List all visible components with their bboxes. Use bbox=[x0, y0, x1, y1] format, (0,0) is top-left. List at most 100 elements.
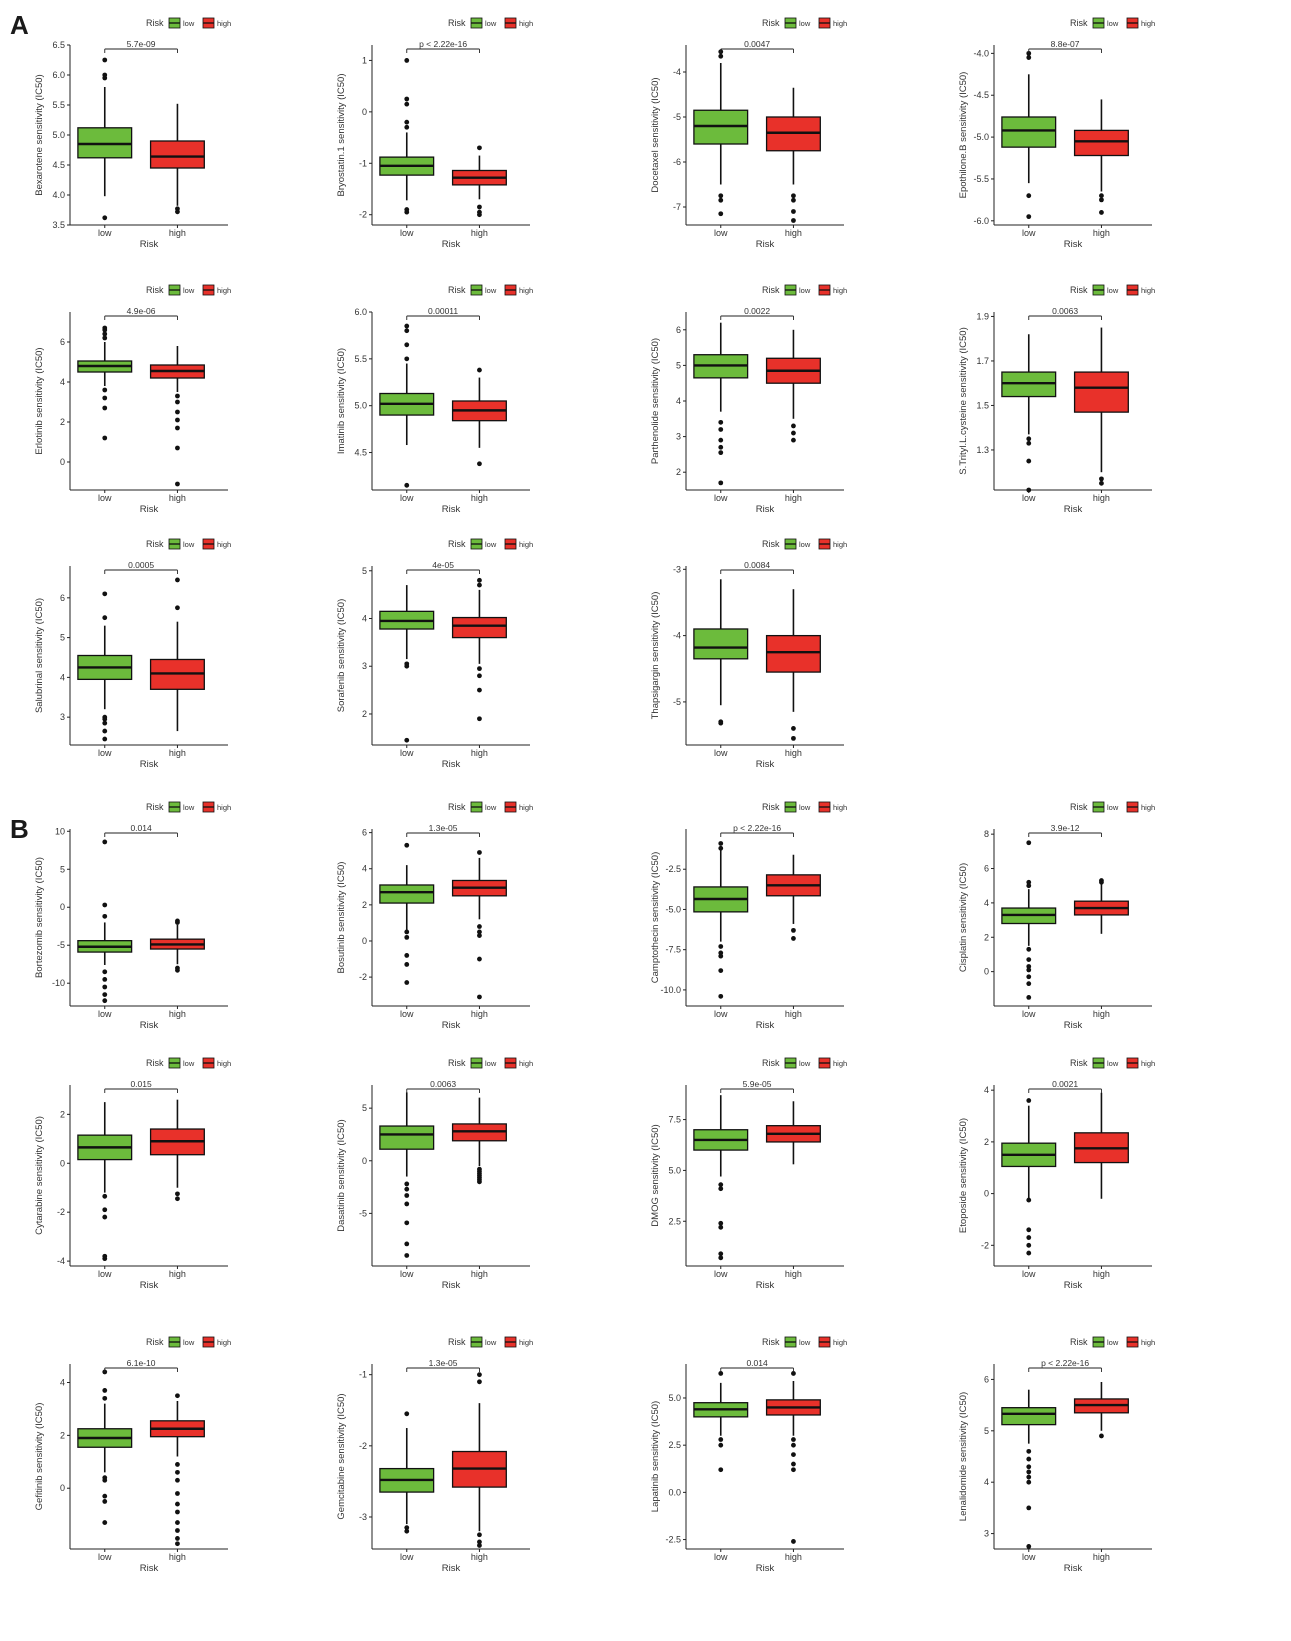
boxplot-panel: -2 -1 0 1 low high Risk Bryostatin.1 sensitivit… bbox=[336, 17, 533, 250]
outlier-point bbox=[404, 328, 410, 334]
x-axis-title: Risk bbox=[1064, 1020, 1083, 1031]
x-tick-label: low bbox=[714, 1552, 728, 1562]
x-tick-label: high bbox=[169, 1269, 186, 1279]
y-tick-label: 0 bbox=[984, 967, 989, 977]
legend-entry-low: low bbox=[183, 1059, 195, 1068]
outlier-point bbox=[102, 728, 108, 734]
pvalue-label: 0.0021 bbox=[1052, 1079, 1078, 1089]
boxplot-grid: 3.5 4.0 4.5 5.0 5.5 6.0 6.5 low high Risk Bexarote… bbox=[34, 17, 1155, 1574]
outlier-point bbox=[404, 356, 410, 362]
x-axis-title: Risk bbox=[442, 239, 461, 250]
x-axis-title: Risk bbox=[1064, 1563, 1083, 1574]
x-axis-title: Risk bbox=[756, 1280, 775, 1291]
x-tick-label: high bbox=[471, 748, 488, 758]
y-tick-label: 4 bbox=[60, 672, 65, 682]
pvalue-label: 0.014 bbox=[130, 823, 152, 833]
outlier-point bbox=[477, 1543, 482, 1548]
legend: Risk low high bbox=[146, 284, 231, 296]
x-tick-label: low bbox=[98, 1269, 112, 1279]
legend-title: Risk bbox=[762, 539, 780, 549]
outlier-point bbox=[718, 480, 724, 486]
pvalue-label: p < 2.22e-16 bbox=[1041, 1358, 1089, 1368]
legend-entry-low: low bbox=[485, 540, 497, 549]
outlier-point bbox=[1026, 436, 1032, 442]
outlier-point bbox=[404, 1528, 410, 1534]
boxplot-panel: 2 3 4 5 low high Risk Sorafenib sensitivity (IC… bbox=[336, 538, 533, 770]
y-tick-label: 0 bbox=[60, 902, 65, 912]
pvalue-label: 5.7e-09 bbox=[127, 39, 156, 49]
x-tick-label: high bbox=[785, 1009, 802, 1019]
outlier-point bbox=[175, 1477, 180, 1483]
outlier-point bbox=[102, 395, 108, 401]
outlier-point bbox=[1099, 480, 1104, 486]
box-high bbox=[1073, 129, 1129, 157]
outlier-point bbox=[404, 1186, 410, 1192]
outlier-point bbox=[791, 1539, 796, 1544]
y-tick-label: 6 bbox=[984, 864, 989, 874]
outlier-point bbox=[477, 367, 482, 373]
outlier-point bbox=[718, 1251, 724, 1257]
outlier-point bbox=[477, 577, 482, 583]
boxplot-panel: 3 4 5 6 low high Risk Lenalidomide sensitivity … bbox=[958, 1336, 1155, 1574]
outlier-point bbox=[1026, 1448, 1032, 1454]
y-tick-label: 4 bbox=[984, 1477, 989, 1487]
boxplot-panel: 0 2 4 6 low high Risk Erlotinib sensitivity (IC… bbox=[34, 284, 231, 515]
outlier-point bbox=[1026, 55, 1032, 60]
outlier-point bbox=[102, 736, 108, 742]
y-tick-label: 5.0 bbox=[668, 1165, 681, 1175]
outlier-point bbox=[404, 737, 410, 743]
legend-entry-high: high bbox=[1141, 1059, 1155, 1068]
outlier-point bbox=[791, 1461, 796, 1467]
legend-title: Risk bbox=[448, 802, 466, 812]
outlier-point bbox=[102, 1193, 108, 1199]
x-tick-label: high bbox=[169, 1552, 186, 1562]
legend-entry-low: low bbox=[799, 286, 811, 295]
outlier-point bbox=[102, 1520, 108, 1525]
x-tick-label: low bbox=[400, 1009, 414, 1019]
outlier-point bbox=[1099, 476, 1104, 482]
outlier-point bbox=[718, 211, 724, 217]
legend-entry-high: high bbox=[519, 19, 533, 28]
outlier-point bbox=[175, 605, 180, 611]
boxplot-panel: -2.5 0.0 2.5 5.0 low high Risk Lapatinib sensit… bbox=[650, 1336, 847, 1574]
legend-title: Risk bbox=[762, 802, 780, 812]
y-axis-title: Bryostatin.1 sensitivity (IC50) bbox=[336, 73, 347, 196]
outlier-point bbox=[1099, 193, 1104, 199]
x-tick-label: high bbox=[785, 1552, 802, 1562]
x-axis-title: Risk bbox=[756, 759, 775, 770]
legend-entry-low: low bbox=[799, 19, 811, 28]
y-tick-label: -1 bbox=[359, 158, 367, 168]
y-tick-label: 2 bbox=[362, 900, 367, 910]
y-tick-label: 4.5 bbox=[354, 448, 367, 458]
pvalue-label: p < 2.22e-16 bbox=[419, 39, 467, 49]
x-tick-label: low bbox=[98, 228, 112, 238]
y-tick-label: 3 bbox=[60, 712, 65, 722]
outlier-point bbox=[102, 57, 108, 63]
outlier-point bbox=[102, 984, 108, 990]
outlier-point bbox=[1026, 1242, 1032, 1248]
outlier-point bbox=[718, 1182, 724, 1188]
x-axis-title: Risk bbox=[442, 1280, 461, 1291]
legend-entry-low: low bbox=[799, 803, 811, 812]
outlier-point bbox=[102, 1214, 108, 1220]
outlier-point bbox=[102, 902, 108, 908]
y-tick-label: -2 bbox=[57, 1207, 65, 1217]
outlier-point bbox=[404, 58, 410, 63]
outlier-point bbox=[477, 716, 482, 722]
y-tick-label: -5.0 bbox=[973, 132, 989, 142]
outlier-point bbox=[1026, 50, 1032, 56]
y-tick-label: 6 bbox=[676, 325, 681, 335]
legend-entry-low: low bbox=[485, 1338, 497, 1347]
outlier-point bbox=[1026, 487, 1032, 493]
x-tick-label: low bbox=[714, 1009, 728, 1019]
y-tick-label: -5 bbox=[673, 697, 681, 707]
outlier-point bbox=[1026, 1474, 1032, 1480]
x-axis-title: Risk bbox=[442, 759, 461, 770]
y-axis-title: Docetaxel sensitivity (IC50) bbox=[650, 77, 661, 192]
x-axis-title: Risk bbox=[1064, 1280, 1083, 1291]
outlier-point bbox=[175, 1520, 180, 1525]
outlier-point bbox=[718, 1371, 724, 1376]
y-tick-label: 2 bbox=[984, 932, 989, 942]
x-tick-label: high bbox=[785, 748, 802, 758]
y-axis-title: Cytarabine sensitivity (IC50) bbox=[34, 1116, 45, 1235]
